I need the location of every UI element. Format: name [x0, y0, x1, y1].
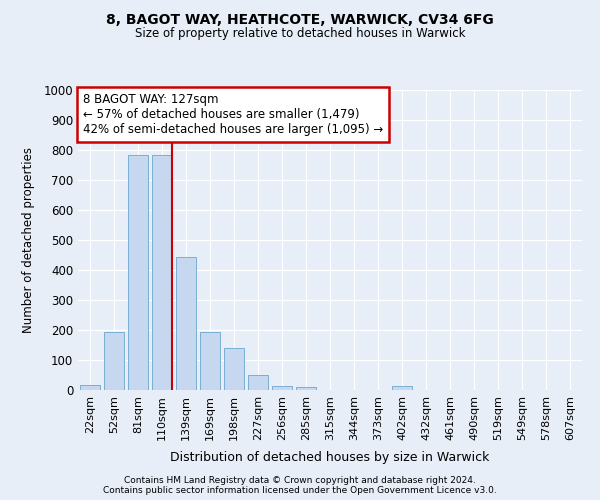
Text: Size of property relative to detached houses in Warwick: Size of property relative to detached ho…	[135, 28, 465, 40]
Bar	[272, 386, 292, 390]
Text: Contains public sector information licensed under the Open Government Licence v3: Contains public sector information licen…	[103, 486, 497, 495]
Bar	[80, 384, 100, 390]
Bar	[128, 154, 148, 390]
X-axis label: Distribution of detached houses by size in Warwick: Distribution of detached houses by size …	[170, 451, 490, 464]
Bar	[104, 332, 124, 390]
Bar	[176, 256, 196, 390]
Bar	[224, 348, 244, 390]
Text: 8 BAGOT WAY: 127sqm
← 57% of detached houses are smaller (1,479)
42% of semi-det: 8 BAGOT WAY: 127sqm ← 57% of detached ho…	[83, 93, 383, 136]
Bar	[200, 332, 220, 390]
Text: Contains HM Land Registry data © Crown copyright and database right 2024.: Contains HM Land Registry data © Crown c…	[124, 476, 476, 485]
Bar	[152, 154, 172, 390]
Bar	[296, 387, 316, 390]
Text: 8, BAGOT WAY, HEATHCOTE, WARWICK, CV34 6FG: 8, BAGOT WAY, HEATHCOTE, WARWICK, CV34 6…	[106, 12, 494, 26]
Bar	[392, 386, 412, 390]
Y-axis label: Number of detached properties: Number of detached properties	[22, 147, 35, 333]
Bar	[248, 375, 268, 390]
